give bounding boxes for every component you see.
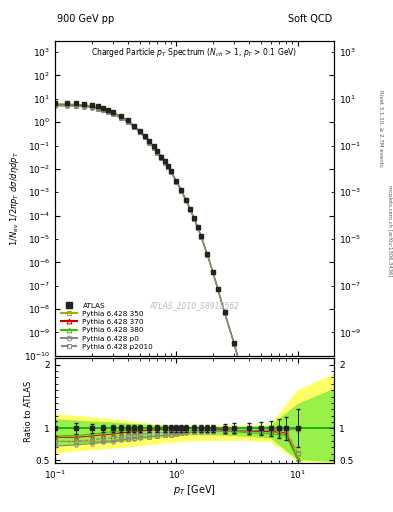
Text: Charged Particle $p_T$ Spectrum ($N_{ch}$ > 1, $p_T$ > 0.1 GeV): Charged Particle $p_T$ Spectrum ($N_{ch}… [92, 46, 298, 59]
Legend: ATLAS, Pythia 6.428 350, Pythia 6.428 370, Pythia 6.428 380, Pythia 6.428 p0, Py: ATLAS, Pythia 6.428 350, Pythia 6.428 37… [59, 300, 155, 352]
Text: Rivet 3.1.10, ≥ 2.7M events: Rivet 3.1.10, ≥ 2.7M events [379, 90, 384, 166]
Text: ATLAS_2010_S8918562: ATLAS_2010_S8918562 [149, 301, 240, 310]
Y-axis label: Ratio to ATLAS: Ratio to ATLAS [24, 380, 33, 441]
Text: Soft QCD: Soft QCD [288, 14, 332, 25]
Text: 900 GeV pp: 900 GeV pp [57, 14, 114, 25]
Y-axis label: $1/N_{ev}$ $1/2\pi p_T$ $d\sigma/d\eta dp_T$: $1/N_{ev}$ $1/2\pi p_T$ $d\sigma/d\eta d… [8, 151, 21, 246]
Text: mcplots.cern.ch [arXiv:1306.3436]: mcplots.cern.ch [arXiv:1306.3436] [387, 185, 391, 276]
X-axis label: $p_T$ [GeV]: $p_T$ [GeV] [173, 483, 216, 497]
